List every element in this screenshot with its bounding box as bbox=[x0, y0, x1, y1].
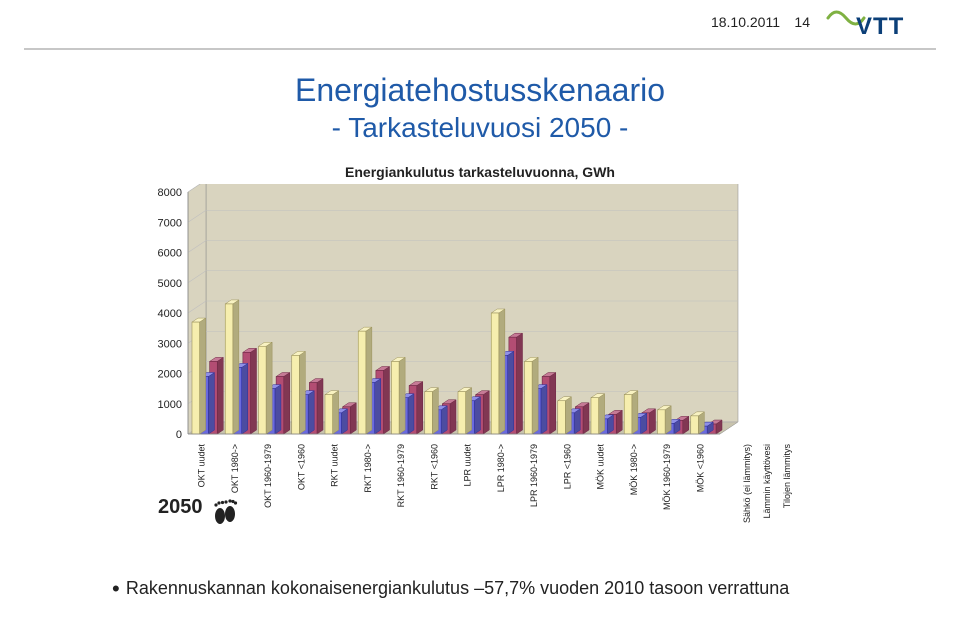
svg-text:0: 0 bbox=[176, 429, 182, 441]
svg-text:OKT uudet: OKT uudet bbox=[197, 444, 207, 488]
svg-text:OKT <1960: OKT <1960 bbox=[296, 444, 306, 490]
svg-text:OKT 1980->: OKT 1980-> bbox=[230, 444, 240, 493]
slide-subtitle: - Tarkasteluvuosi 2050 - bbox=[0, 112, 960, 144]
svg-text:6000: 6000 bbox=[158, 248, 182, 260]
header-date: 18.10.2011 bbox=[711, 14, 780, 30]
svg-text:3000: 3000 bbox=[158, 338, 182, 350]
header-divider bbox=[24, 48, 936, 50]
svg-text:VTT: VTT bbox=[856, 13, 904, 40]
svg-text:5000: 5000 bbox=[158, 278, 182, 290]
chart-caption: Energiankulutus tarkasteluvuonna, GWh bbox=[0, 164, 960, 180]
svg-text:MÖK uudet: MÖK uudet bbox=[596, 444, 606, 490]
svg-text:Lämmin käyttövesi: Lämmin käyttövesi bbox=[762, 444, 772, 519]
bar-chart-3d: 0 1000 2000 3000 4000 5000 6000 7000 8000 OKT uud… bbox=[140, 184, 840, 544]
svg-text:MÖK <1960: MÖK <1960 bbox=[695, 444, 705, 492]
svg-text:RKT 1980->: RKT 1980-> bbox=[363, 444, 373, 493]
svg-text:RKT 1960-1979: RKT 1960-1979 bbox=[396, 444, 406, 507]
scenario-year-label: 2050 bbox=[158, 496, 203, 519]
bullet-text: Rakennuskannan kokonaisenergiankulutus –… bbox=[112, 576, 789, 602]
svg-text:LPR 1960-1979: LPR 1960-1979 bbox=[529, 444, 539, 507]
svg-text:RKT uudet: RKT uudet bbox=[330, 444, 340, 487]
svg-text:LPR uudet: LPR uudet bbox=[463, 444, 473, 487]
svg-text:MÖK 1960-1979: MÖK 1960-1979 bbox=[662, 444, 672, 510]
svg-text:8000: 8000 bbox=[158, 187, 182, 199]
svg-text:2000: 2000 bbox=[158, 369, 182, 381]
svg-text:MÖK 1980->: MÖK 1980-> bbox=[629, 444, 639, 495]
svg-text:4000: 4000 bbox=[158, 308, 182, 320]
slide-title: Energiatehostusskenaario bbox=[0, 72, 960, 109]
vtt-logo: VTT bbox=[826, 4, 936, 42]
header-page-number: 14 bbox=[794, 14, 810, 30]
svg-text:Sähkö (ei lämmitys): Sähkö (ei lämmitys) bbox=[742, 444, 752, 523]
svg-text:OKT 1960-1979: OKT 1960-1979 bbox=[263, 444, 273, 508]
footprint-icon bbox=[212, 496, 240, 531]
svg-text:1000: 1000 bbox=[158, 399, 182, 411]
svg-text:7000: 7000 bbox=[158, 217, 182, 229]
svg-text:Tilojen lämmitys: Tilojen lämmitys bbox=[782, 444, 792, 509]
svg-text:RKT <1960: RKT <1960 bbox=[429, 444, 439, 490]
bullet-line1: Rakennuskannan kokonaisenergiankulutus –… bbox=[126, 578, 789, 598]
svg-text:LPR 1980->: LPR 1980-> bbox=[496, 444, 506, 492]
svg-text:LPR <1960: LPR <1960 bbox=[562, 444, 572, 489]
